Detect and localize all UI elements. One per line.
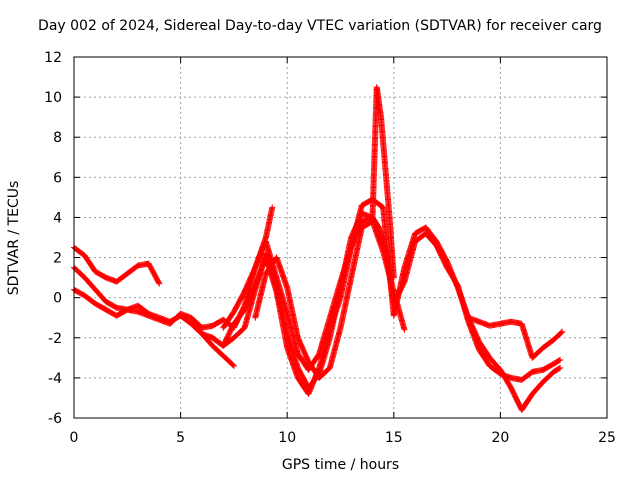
y-axis-label: SDTVAR / TECUs — [6, 180, 22, 296]
x-tick-label: 5 — [176, 430, 185, 446]
data-point — [230, 362, 237, 369]
series-track-6 — [220, 84, 397, 373]
data-point — [556, 365, 563, 372]
series-track-5 — [209, 196, 564, 413]
data-series — [71, 84, 566, 413]
plot-frame — [73, 56, 608, 419]
y-tick-label: 2 — [53, 251, 62, 267]
data-point — [230, 362, 237, 369]
series-track-3 — [71, 204, 276, 331]
x-tick-label: 20 — [491, 430, 509, 446]
series-track-7 — [252, 218, 408, 381]
y-tick-label: 4 — [53, 210, 62, 226]
x-tick-label: 15 — [385, 430, 403, 446]
y-tick-label: 0 — [53, 291, 62, 307]
x-tick-label: 0 — [70, 430, 79, 446]
y-tick-label: 6 — [53, 170, 62, 186]
x-axis-label: GPS time / hours — [281, 457, 400, 473]
chart-title: Day 002 of 2024, Sidereal Day-to-day VTE… — [38, 18, 602, 34]
data-point — [156, 280, 163, 287]
x-tick-label: 25 — [598, 430, 616, 446]
series-track-4 — [198, 210, 564, 391]
data-point — [556, 357, 563, 364]
y-tick-label: -6 — [48, 411, 62, 427]
y-tick-label: 8 — [53, 130, 62, 146]
data-point — [558, 329, 565, 336]
y-tick-label: 12 — [44, 50, 62, 66]
data-point — [269, 204, 276, 211]
data-point — [559, 328, 566, 335]
data-point — [557, 364, 564, 371]
series-track-8 — [465, 314, 566, 361]
y-tick-label: -4 — [48, 371, 62, 387]
axis-ticks — [73, 56, 608, 419]
grid-lines — [74, 57, 607, 418]
data-point — [557, 356, 564, 363]
tick-labels: 0 5 10 15 20 25 -6 -4 -2 0 2 4 6 8 10 12 — [44, 50, 616, 446]
x-tick-label: 10 — [278, 430, 296, 446]
y-tick-label: 10 — [44, 90, 62, 106]
data-point — [401, 326, 408, 333]
data-point — [155, 279, 162, 286]
y-tick-label: -2 — [48, 331, 62, 347]
